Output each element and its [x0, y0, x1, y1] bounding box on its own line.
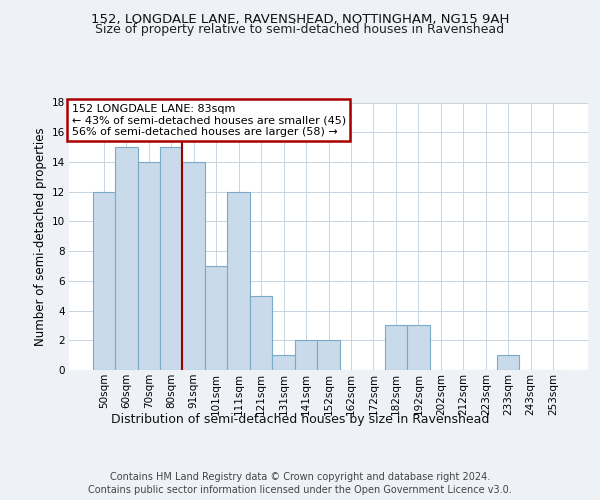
Bar	[182, 162, 205, 370]
Bar	[115, 147, 137, 370]
Text: 152 LONGDALE LANE: 83sqm
← 43% of semi-detached houses are smaller (45)
56% of s: 152 LONGDALE LANE: 83sqm ← 43% of semi-d…	[71, 104, 346, 137]
Text: Contains public sector information licensed under the Open Government Licence v3: Contains public sector information licen…	[88, 485, 512, 495]
Text: 152, LONGDALE LANE, RAVENSHEAD, NOTTINGHAM, NG15 9AH: 152, LONGDALE LANE, RAVENSHEAD, NOTTINGH…	[91, 12, 509, 26]
Y-axis label: Number of semi-detached properties: Number of semi-detached properties	[34, 127, 47, 346]
Bar	[317, 340, 340, 370]
Bar	[407, 326, 430, 370]
Bar	[92, 192, 115, 370]
Text: Size of property relative to semi-detached houses in Ravenshead: Size of property relative to semi-detach…	[95, 22, 505, 36]
Bar	[250, 296, 272, 370]
Bar	[227, 192, 250, 370]
Bar	[160, 147, 182, 370]
Bar	[205, 266, 227, 370]
Bar	[272, 355, 295, 370]
Text: Contains HM Land Registry data © Crown copyright and database right 2024.: Contains HM Land Registry data © Crown c…	[110, 472, 490, 482]
Bar	[385, 326, 407, 370]
Bar	[497, 355, 520, 370]
Bar	[137, 162, 160, 370]
Text: Distribution of semi-detached houses by size in Ravenshead: Distribution of semi-detached houses by …	[111, 412, 489, 426]
Bar	[295, 340, 317, 370]
